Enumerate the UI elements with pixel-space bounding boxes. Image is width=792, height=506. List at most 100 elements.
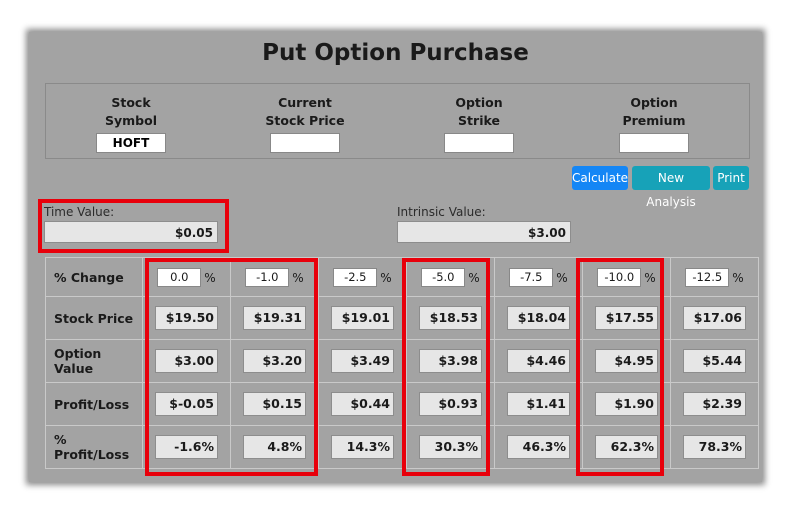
table-cell: $18.53 [406, 296, 495, 340]
table-cell: $17.06 [670, 296, 759, 340]
current-stock-price-field: Current Stock Price [235, 94, 375, 153]
profit-loss-value: $2.39 [683, 392, 746, 416]
page-title: Put Option Purchase [262, 40, 529, 66]
pct-change-cell: -1.0% [230, 257, 319, 297]
pct-profit-loss-value: 4.8% [243, 435, 306, 459]
stock-symbol-input[interactable] [96, 133, 166, 153]
time-value-group: Time Value: $0.05 [44, 205, 218, 243]
current-price-label-1: Current [278, 95, 332, 110]
option-value-value: $4.46 [507, 349, 570, 373]
pct-change-cell: -10.0% [582, 257, 671, 297]
option-value-row: Option Value $3.00 $3.20 $3.49 $3.98 $4.… [45, 339, 759, 383]
intrinsic-value-field: $3.00 [397, 221, 571, 243]
pct-change-cell: -5.0% [406, 257, 495, 297]
stock-price-value: $17.55 [595, 306, 658, 330]
input-section: Stock Symbol Current Stock Price Option … [45, 83, 750, 159]
pct-change-cell: -2.5% [318, 257, 407, 297]
pct-profit-loss-value: -1.6% [155, 435, 218, 459]
stock-price-value: $18.53 [419, 306, 482, 330]
stock-symbol-field: Stock Symbol [61, 94, 201, 153]
pct-profit-loss-value: 14.3% [331, 435, 394, 459]
table-cell: $3.98 [406, 339, 495, 383]
put-option-panel: Put Option Purchase Stock Symbol Current… [29, 32, 762, 482]
stock-price-value: $19.01 [331, 306, 394, 330]
time-value-field: $0.05 [44, 221, 218, 243]
option-premium-label-1: Option [630, 95, 678, 110]
profit-loss-value: $0.93 [419, 392, 482, 416]
option-value-value: $5.44 [683, 349, 746, 373]
pct-profit-loss-value: 30.3% [419, 435, 482, 459]
new-analysis-button[interactable]: New Analysis [632, 166, 710, 209]
option-strike-input[interactable] [444, 133, 514, 153]
table-cell: 4.8% [230, 425, 319, 469]
intrinsic-value-group: Intrinsic Value: $3.00 [397, 205, 571, 243]
table-cell: $17.55 [582, 296, 671, 340]
table-cell: 46.3% [494, 425, 583, 469]
table-cell: 30.3% [406, 425, 495, 469]
profit-loss-value: $0.15 [243, 392, 306, 416]
percent-sign: % [644, 270, 656, 285]
pct-change-cell: 0.0% [142, 257, 231, 297]
print-button[interactable]: Print [713, 166, 749, 190]
pct-profit-loss-value: 46.3% [507, 435, 570, 459]
option-premium-field: Option Premium [584, 94, 724, 153]
pct-profit-loss-value: 62.3% [595, 435, 658, 459]
option-strike-label-1: Option [455, 95, 503, 110]
table-cell: $19.31 [230, 296, 319, 340]
stock-price-value: $17.06 [683, 306, 746, 330]
table-cell: $4.95 [582, 339, 671, 383]
percent-sign: % [468, 270, 480, 285]
pct-change-input[interactable]: -5.0 [421, 268, 466, 287]
pct-change-input[interactable]: -12.5 [685, 268, 730, 287]
option-value-value: $3.98 [419, 349, 482, 373]
table-cell: $3.49 [318, 339, 407, 383]
table-cell: 62.3% [582, 425, 671, 469]
pct-change-input[interactable]: 0.0 [157, 268, 202, 287]
profit-loss-value: $-0.05 [155, 392, 218, 416]
row-header-stock-price: Stock Price [45, 296, 143, 340]
table-cell: $19.01 [318, 296, 407, 340]
pct-change-cell: -12.5% [670, 257, 759, 297]
option-strike-field: Option Strike [409, 94, 549, 153]
intrinsic-value-label: Intrinsic Value: [397, 205, 486, 219]
row-header-pct-profit-loss: % Profit/Loss [45, 425, 143, 469]
percent-sign: % [292, 270, 304, 285]
stock-price-value: $19.50 [155, 306, 218, 330]
table-cell: $0.15 [230, 382, 319, 426]
pct-change-row: % Change 0.0% -1.0% -2.5% -5.0% -7.5% -1… [45, 257, 759, 297]
table-cell: $0.44 [318, 382, 407, 426]
pct-change-input[interactable]: -1.0 [245, 268, 290, 287]
option-premium-label-2: Premium [622, 113, 686, 128]
option-strike-label-2: Strike [458, 113, 500, 128]
option-value-value: $3.20 [243, 349, 306, 373]
profit-loss-value: $1.41 [507, 392, 570, 416]
row-header-pct-change: % Change [45, 257, 143, 297]
option-value-value: $3.49 [331, 349, 394, 373]
percent-sign: % [204, 270, 216, 285]
table-cell: 14.3% [318, 425, 407, 469]
percent-sign: % [732, 270, 744, 285]
profit-loss-value: $1.90 [595, 392, 658, 416]
row-header-option-value: Option Value [45, 339, 143, 383]
table-cell: $3.00 [142, 339, 231, 383]
stock-symbol-label-2: Symbol [105, 113, 157, 128]
pct-change-input[interactable]: -2.5 [333, 268, 378, 287]
percent-sign: % [556, 270, 568, 285]
pct-profit-loss-row: % Profit/Loss -1.6% 4.8% 14.3% 30.3% 46.… [45, 425, 759, 469]
time-value-label: Time Value: [44, 205, 115, 219]
table-cell: $3.20 [230, 339, 319, 383]
calculate-button[interactable]: Calculate [572, 166, 628, 190]
table-cell: $4.46 [494, 339, 583, 383]
table-cell: $5.44 [670, 339, 759, 383]
pct-change-input[interactable]: -7.5 [509, 268, 554, 287]
current-stock-price-input[interactable] [270, 133, 340, 153]
pct-change-input[interactable]: -10.0 [597, 268, 642, 287]
stock-price-value: $19.31 [243, 306, 306, 330]
profit-loss-row: Profit/Loss $-0.05 $0.15 $0.44 $0.93 $1.… [45, 382, 759, 426]
table-cell: $0.93 [406, 382, 495, 426]
pct-change-cell: -7.5% [494, 257, 583, 297]
option-premium-input[interactable] [619, 133, 689, 153]
current-price-label-2: Stock Price [265, 113, 345, 128]
row-header-profit-loss: Profit/Loss [45, 382, 143, 426]
percent-sign: % [380, 270, 392, 285]
